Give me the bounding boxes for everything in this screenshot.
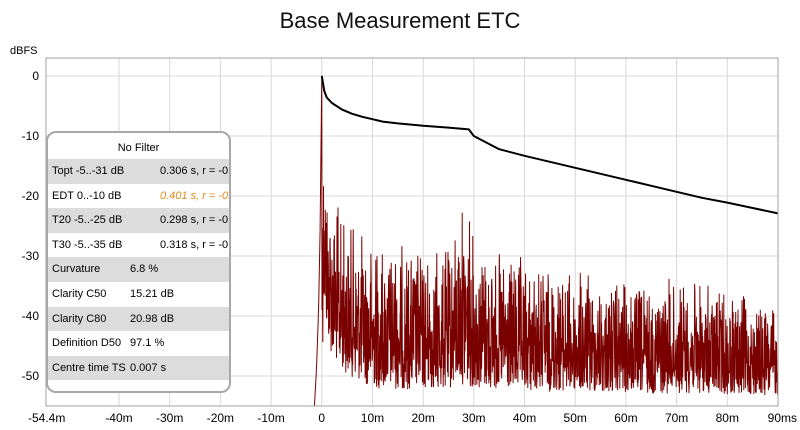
panel-row-value: 0.401 s, r = -0.917 [160, 189, 231, 202]
x-tick-label: 70m [665, 411, 688, 425]
x-tick-label: 30m [462, 411, 485, 425]
y-tick-label: -50 [22, 369, 40, 383]
panel-row-label: Definition D50 [52, 337, 122, 350]
x-tick-label: 90ms [768, 411, 797, 425]
y-axis-ticks: 0 -10 -20 -30 -40 -50 [22, 69, 40, 383]
panel-row-label: Clarity C50 [52, 287, 107, 300]
y-tick-label: -40 [22, 309, 40, 323]
panel-row: Curvature 6.8 % [48, 257, 229, 282]
x-tick-label: 80m [716, 411, 739, 425]
x-tick-label: -30m [156, 411, 183, 425]
panel-row-label: Topt -5..-31 dB [52, 165, 125, 177]
x-axis-ticks: -54.4m -40m -30m -20m -10m 0 10m 20m 30m 40m 50m 60… [28, 411, 797, 425]
x-tick-label: 0 [318, 411, 325, 425]
panel-row: Topt -5..-31 dB 0.306 s, r = -0.999 [48, 159, 229, 184]
panel-row-value: 15.21 dB [130, 287, 175, 300]
y-axis-label: dBFS [10, 45, 38, 57]
panel-rows: Topt -5..-31 dB 0.306 s, r = -0.999 EDT 0.… [48, 159, 229, 381]
panel-row: T30 -5..-35 dB 0.318 s, r = -0.998 [48, 233, 229, 258]
panel-row-value: 97.1 % [130, 337, 165, 350]
plot-series [313, 75, 779, 407]
schroeder-series-line [320, 75, 779, 215]
y-tick-label: 0 [32, 69, 39, 83]
panel-row-value: 0.318 s, r = -0.998 [160, 238, 231, 251]
x-tick-label: 40m [513, 411, 536, 425]
panel-row-label: Centre time TS [52, 361, 126, 374]
panel-row-value: 0.007 s [130, 361, 167, 374]
panel-header: No Filter [117, 142, 160, 154]
x-tick-label: -40m [105, 411, 132, 425]
x-tick-label: 20m [411, 411, 434, 425]
x-tick-label: 50m [564, 411, 587, 425]
y-tick-label: -30 [22, 249, 40, 263]
panel-row-value: 0.298 s, r = -0.998 [160, 214, 231, 227]
y-tick-label: -20 [22, 189, 40, 203]
chart-title: Base Measurement ETC [279, 8, 521, 33]
x-tick-label: 10m [361, 411, 384, 425]
panel-row-value: 6.8 % [130, 263, 159, 276]
panel-row-label: T30 -5..-35 dB [52, 238, 123, 251]
x-tick-label: -10m [257, 411, 284, 425]
panel-row: T20 -5..-25 dB 0.298 s, r = -0.998 [48, 208, 229, 233]
panel-row: Centre time TS 0.007 s [48, 355, 229, 381]
etc-series-line [313, 75, 779, 407]
panel-row: Definition D50 97.1 % [48, 331, 229, 356]
x-tick-label: 60m [614, 411, 637, 425]
measurement-info-panel: No Filter Topt -5..-31 dB 0.306 s, r = -0… [46, 131, 231, 393]
panel-row-value: 0.306 s, r = -0.999 [160, 165, 231, 177]
panel-row: EDT 0..-10 dB 0.401 s, r = -0.917 [48, 184, 229, 209]
panel-row-value: 20.98 dB [130, 312, 175, 325]
panel-row-label: Curvature [52, 263, 101, 276]
panel-row: Clarity C80 20.98 dB [48, 306, 229, 332]
x-tick-label: -54.4m [28, 411, 65, 425]
panel-row-label: Clarity C80 [52, 312, 107, 325]
y-tick-label: -10 [22, 129, 40, 143]
panel-row: Clarity C50 15.21 dB [48, 282, 229, 307]
panel-row-label: EDT 0..-10 dB [52, 189, 122, 202]
panel-row-label: T20 -5..-25 dB [52, 214, 123, 227]
x-tick-label: -20m [207, 411, 234, 425]
